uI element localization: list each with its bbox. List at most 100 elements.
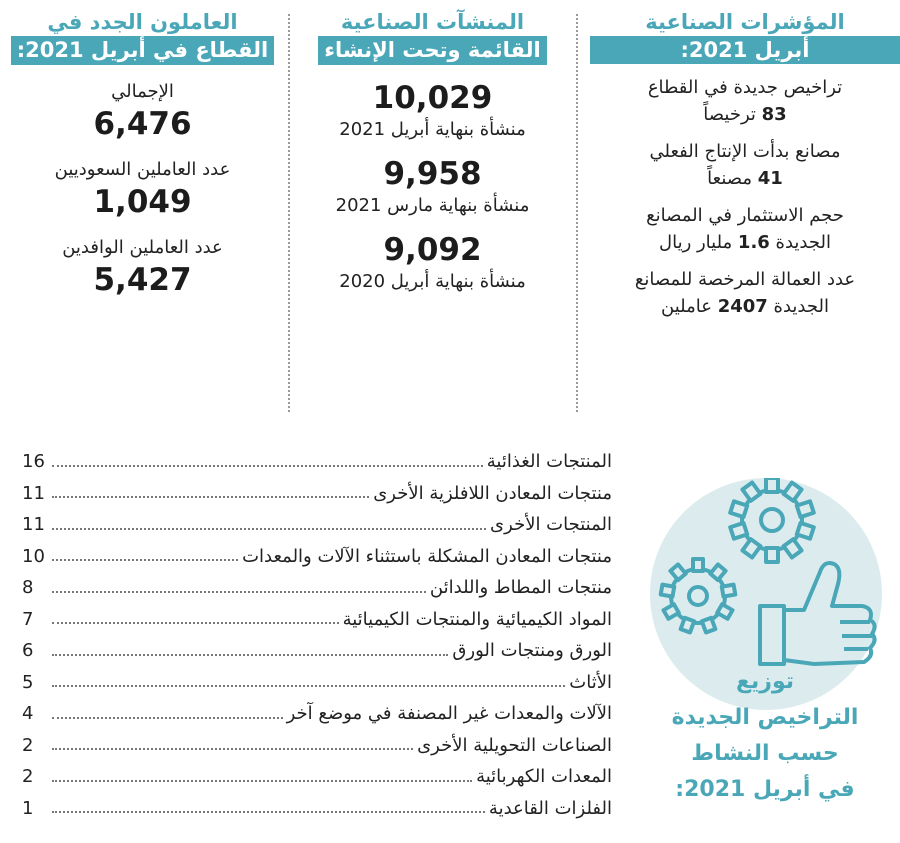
activity-name: المنتجات الغذائية <box>486 451 612 473</box>
indicator-number: 1.6 <box>737 232 770 253</box>
license-count: 2 <box>22 766 34 788</box>
activity-name: المواد الكيميائية والمنتجات الكيميائية <box>342 608 612 630</box>
workers-subtitle: القطاع في أبريل 2021: <box>10 36 275 65</box>
indicator-value-line: 41 مصنعاً <box>590 165 900 192</box>
column-divider <box>576 14 578 412</box>
workers-section: العاملون الجدد في القطاع في أبريل 2021: … <box>10 8 275 299</box>
facility-stat: 9,958 منشأة بنهاية مارس 2021 <box>290 155 575 219</box>
license-count: 11 <box>22 514 45 536</box>
illustration-circle <box>650 478 882 710</box>
facility-label: منشأة بنهاية مارس 2021 <box>335 195 530 216</box>
worker-value: 5,427 <box>93 262 192 298</box>
indicator-value-line: 83 ترخيصاً <box>590 101 900 128</box>
dotted-leader <box>52 464 483 467</box>
indicator-prefix: الجديدة <box>769 232 831 253</box>
indicator-item: حجم الاستثمار في المصانع الجديدة 1.6 مليا… <box>590 202 900 256</box>
indicator-label: تراخيص جديدة في القطاع <box>647 77 843 98</box>
worker-value: 1,049 <box>93 184 192 220</box>
list-item: 16 المنتجات الغذائية <box>22 446 612 478</box>
list-item: 8 منتجات المطاط واللدائن <box>22 572 612 604</box>
activity-name: الآلات والمعدات غير المصنفة في موضع آخر <box>286 703 612 725</box>
indicator-unit: مليار ريال <box>659 232 738 253</box>
indicator-number: 83 <box>761 104 787 125</box>
dotted-leader <box>52 527 487 530</box>
list-item: 11 منتجات المعادن اللافلزية الأخرى <box>22 478 612 510</box>
indicator-value-line: الجديدة 1.6 مليار ريال <box>590 229 900 256</box>
activity-name: منتجات المعادن اللافلزية الأخرى <box>373 482 612 504</box>
indicators-section: المؤشرات الصناعية أبريل 2021: تراخيص جدي… <box>590 8 900 330</box>
indicator-number: 2407 <box>717 296 768 317</box>
worker-label: الإجمالي <box>111 81 174 102</box>
license-count: 11 <box>22 482 45 504</box>
indicator-item: تراخيص جديدة في القطاع 83 ترخيصاً <box>590 74 900 128</box>
dotted-leader <box>52 716 283 719</box>
gear-small-icon <box>658 557 738 635</box>
thumbs-up-icon <box>758 561 877 666</box>
dotted-leader <box>52 779 473 782</box>
facility-label: منشأة بنهاية أبريل 2020 <box>339 271 526 292</box>
activity-name: الأثاث <box>569 671 612 693</box>
facility-stat: 10,029 منشأة بنهاية أبريل 2021 <box>290 79 575 143</box>
license-count: 5 <box>22 671 34 693</box>
workers-title: العاملون الجدد في <box>47 10 238 34</box>
indicator-unit: ترخيصاً <box>703 104 762 125</box>
worker-label: عدد العاملين الوافدين <box>62 237 223 258</box>
activity-name: الصناعات التحويلية الأخرى <box>417 734 612 756</box>
indicators-title: المؤشرات الصناعية <box>645 10 845 34</box>
indicator-unit: مصنعاً <box>707 168 758 189</box>
gears-thumbs-illustration <box>658 478 877 666</box>
dotted-leader <box>52 653 449 656</box>
indicator-item: عدد العمالة المرخصة للمصانع الجديدة 2407 … <box>590 266 900 320</box>
facility-label: منشأة بنهاية أبريل 2021 <box>339 119 526 140</box>
indicator-prefix: الجديدة <box>767 296 829 317</box>
dotted-leader <box>52 811 485 814</box>
worker-value: 6,476 <box>93 106 192 142</box>
distribution-title-line: في أبريل 2021: <box>675 777 855 802</box>
dotted-leader <box>52 559 239 562</box>
indicators-subtitle: أبريل 2021: <box>590 36 900 64</box>
indicator-item: مصانع بدأت الإنتاج الفعلي 41 مصنعاً <box>590 138 900 192</box>
license-count: 2 <box>22 734 34 756</box>
gears-icon <box>728 478 816 564</box>
indicator-number: 41 <box>757 168 783 189</box>
list-item: 11 المنتجات الأخرى <box>22 509 612 541</box>
license-count: 6 <box>22 640 34 662</box>
license-count: 1 <box>22 797 34 819</box>
worker-label: عدد العاملين السعوديين <box>54 159 231 180</box>
facility-stat: 9,092 منشأة بنهاية أبريل 2020 <box>290 231 575 295</box>
list-item: 4 الآلات والمعدات غير المصنفة في موضع آخر <box>22 698 612 730</box>
license-count: 8 <box>22 577 34 599</box>
distribution-title-line: التراخيص الجديدة <box>671 705 859 730</box>
dotted-leader <box>52 496 370 499</box>
list-item: 2 المعدات الكهربائية <box>22 761 612 793</box>
license-distribution-list: 16 المنتجات الغذائية 11 منتجات المعادن اللا… <box>22 446 612 824</box>
list-item: 1 الفلزات القاعدية <box>22 793 612 825</box>
facility-value: 9,092 <box>383 232 482 268</box>
column-divider <box>288 14 290 412</box>
distribution-title-line: توزيع <box>735 669 794 694</box>
license-count: 4 <box>22 703 34 725</box>
activity-name: الفلزات القاعدية <box>488 797 612 819</box>
worker-stat: الإجمالي 6,476 <box>10 79 275 143</box>
worker-stat: عدد العاملين الوافدين 5,427 <box>10 235 275 299</box>
activity-name: المعدات الكهربائية <box>476 766 612 788</box>
dotted-leader <box>52 748 414 751</box>
facilities-subtitle: القائمة وتحت الإنشاء <box>318 36 547 65</box>
activity-name: منتجات المطاط واللدائن <box>429 577 612 599</box>
list-item: 7 المواد الكيميائية والمنتجات الكيميائية <box>22 604 612 636</box>
indicator-value-line: الجديدة 2407 عاملين <box>590 293 900 320</box>
indicator-label: مصانع بدأت الإنتاج الفعلي <box>649 141 841 162</box>
facilities-title: المنشآت الصناعية <box>340 10 525 34</box>
dotted-leader <box>52 685 566 688</box>
activity-name: المنتجات الأخرى <box>490 514 612 536</box>
distribution-title-line: حسب النشاط <box>691 741 839 766</box>
indicator-unit: عاملين <box>661 296 718 317</box>
activity-name: الورق ومنتجات الورق <box>452 640 612 662</box>
license-count: 10 <box>22 545 45 567</box>
list-item: 2 الصناعات التحويلية الأخرى <box>22 730 612 762</box>
license-count: 7 <box>22 608 34 630</box>
list-item: 5 الأثاث <box>22 667 612 699</box>
indicator-label: عدد العمالة المرخصة للمصانع <box>634 269 856 290</box>
facility-value: 10,029 <box>372 80 493 116</box>
facility-value: 9,958 <box>383 156 482 192</box>
